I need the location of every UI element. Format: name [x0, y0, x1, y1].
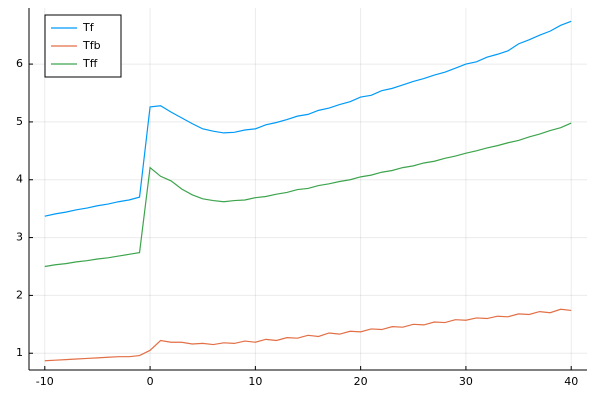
line — [44, 308, 572, 362]
y-tick-label: 3 — [16, 231, 23, 244]
x-tick-label: 0 — [147, 375, 154, 388]
x-tick-label: 30 — [459, 375, 473, 388]
legend-label: Tff — [82, 57, 98, 70]
legend-label: Tf — [82, 21, 95, 34]
x-tick-label: 40 — [564, 375, 578, 388]
x-tick-label: 10 — [248, 375, 262, 388]
y-tick-label: 1 — [16, 346, 23, 359]
y-tick-label: 2 — [16, 288, 23, 301]
x-tick-label: -10 — [36, 375, 54, 388]
line — [44, 122, 572, 268]
y-tick-label: 6 — [16, 57, 23, 70]
x-tick-label: 20 — [354, 375, 368, 388]
legend-label: Tfb — [82, 39, 101, 52]
y-tick-label: 5 — [16, 115, 23, 128]
y-tick-label: 4 — [16, 173, 23, 186]
line — [44, 20, 572, 217]
